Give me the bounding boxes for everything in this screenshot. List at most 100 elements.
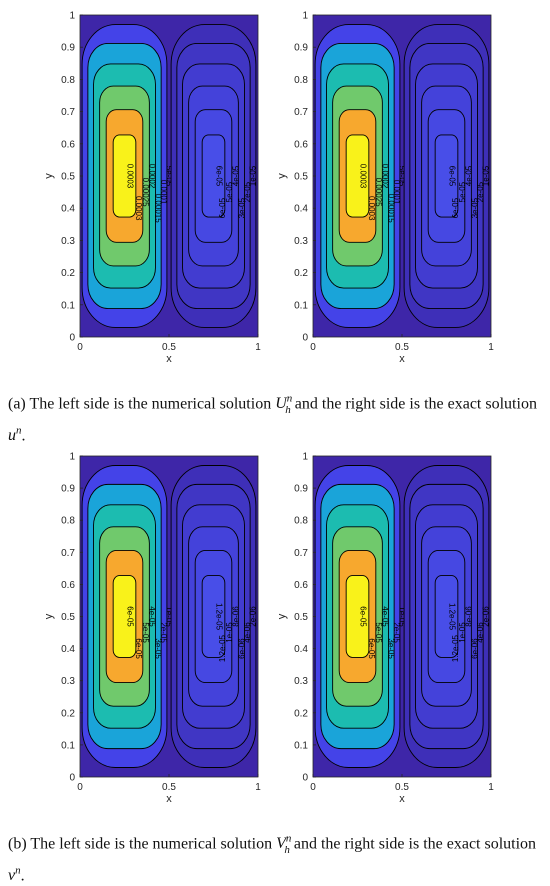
contour-label: 0.00015	[386, 194, 395, 223]
x-tick-label: 0.5	[162, 782, 176, 793]
y-axis-label: y	[43, 613, 55, 619]
contour-label: 0.0001	[159, 180, 168, 205]
y-tick-label: 0	[302, 773, 308, 784]
y-tick-label: 0.8	[61, 75, 75, 86]
y-tick-label: 0.7	[61, 548, 75, 559]
y-tick-label: 0.1	[61, 740, 75, 751]
caption-a-tag: (a)	[8, 395, 26, 413]
contour-label: 0.00015	[153, 194, 162, 223]
y-tick-label: 1	[69, 11, 75, 22]
contour-label: 2e-05	[243, 181, 252, 202]
y-tick-label: 0.6	[294, 580, 308, 591]
caption-b-symbol2: vn	[8, 864, 21, 884]
peak-label: 1.2e-05	[448, 603, 457, 631]
peak-label: 0.0003	[359, 164, 368, 189]
y-tick-label: 0.9	[61, 484, 75, 495]
contour-level-6e-5	[112, 575, 137, 658]
contour-label: 2e-05	[159, 622, 168, 643]
contour-label: 8e-06	[231, 606, 240, 627]
contour-label: 5e-05	[141, 622, 150, 643]
contour-label: 2e-05	[476, 181, 485, 202]
x-tick-label: 0	[310, 342, 316, 353]
contour-label: 3e-05	[470, 197, 479, 218]
y-tick-label: 0.7	[61, 107, 75, 118]
caption-b-tag: (b)	[8, 835, 27, 853]
contour-label: 6e-05	[218, 197, 227, 218]
y-tick-label: 0.6	[61, 139, 75, 150]
peak-label: 1.2e-05	[215, 603, 224, 631]
y-tick-label: 0.3	[294, 676, 308, 687]
left-cell-contours: 5e-050.00010.000150.00020.000250.00030.0…	[314, 24, 406, 328]
contour-label: 5e-05	[458, 181, 467, 202]
y-tick-label: 0.2	[294, 268, 308, 279]
contour-label: 0.00025	[374, 178, 383, 207]
peak-label: 6e-05	[126, 606, 135, 627]
y-tick-label: 0.8	[61, 516, 75, 527]
contour-level-1.2e-5	[434, 575, 459, 658]
x-axis-label: x	[166, 353, 172, 365]
contour-label: 6e-05	[451, 197, 460, 218]
y-tick-label: 0	[69, 333, 75, 344]
x-tick-label: 1	[488, 782, 494, 793]
y-tick-label: 0.5	[61, 172, 75, 183]
y-tick-label: 0.9	[294, 43, 308, 54]
contour-label: 3e-05	[237, 197, 246, 218]
y-tick-label: 0.2	[294, 708, 308, 719]
contour-label: 1e-05	[225, 622, 234, 643]
y-axis-label: y	[43, 173, 55, 179]
y-tick-label: 0.4	[61, 204, 75, 215]
contour-label: 2e-06	[248, 606, 257, 627]
x-axis-label: x	[166, 793, 172, 805]
contour-label: 0.0003	[367, 196, 376, 221]
caption-b-symbol: Vnh	[276, 833, 292, 856]
caption-a-symbol2: un	[8, 424, 22, 444]
contour-label: 2e-05	[392, 622, 401, 643]
contour-level-1.2e-5	[201, 575, 226, 658]
y-tick-label: 0.1	[294, 300, 308, 311]
contour-label: 4e-05	[231, 165, 240, 186]
contour-label: 6e-06	[470, 638, 479, 659]
contour-label: 6e-05	[367, 638, 376, 659]
contour-label: 3e-05	[386, 638, 395, 659]
contour-label: 8e-06	[464, 606, 473, 627]
peak-label: 6e-05	[359, 606, 368, 627]
y-tick-label: 1	[69, 452, 75, 463]
contour-panel-top-right: 5e-050.00010.000150.00020.000250.00030.0…	[276, 11, 494, 366]
y-tick-label: 1	[302, 452, 308, 463]
peak-label: 6e-05	[448, 166, 457, 187]
y-tick-label: 0.6	[294, 139, 308, 150]
y-tick-label: 0.5	[61, 612, 75, 623]
y-tick-label: 0.8	[294, 75, 308, 86]
y-tick-label: 0.4	[294, 644, 308, 655]
y-tick-label: 0.8	[294, 516, 308, 527]
x-tick-label: 0.5	[162, 342, 176, 353]
caption-b-text1: The left side is the numerical solution	[26, 835, 277, 853]
peak-label: 6e-05	[215, 166, 224, 187]
x-axis-label: x	[399, 353, 405, 365]
x-tick-label: 0	[310, 782, 316, 793]
y-tick-label: 0.3	[61, 676, 75, 687]
contour-label: 0.0002	[380, 164, 389, 189]
contour-label: 4e-05	[147, 606, 156, 627]
caption-a-text2: and the right side is the exact solution	[290, 395, 537, 413]
caption-a: (a) The left side is the numerical solut…	[8, 393, 537, 444]
contour-label: 1.2e-05	[218, 634, 227, 662]
contour-label: 1e-05	[458, 622, 467, 643]
y-tick-label: 0.4	[294, 204, 308, 215]
x-tick-label: 0	[77, 782, 83, 793]
y-tick-label: 0.1	[61, 300, 75, 311]
y-axis-label: y	[276, 173, 288, 179]
y-tick-label: 0.7	[294, 107, 308, 118]
caption-b: (b) The left side is the numerical solut…	[8, 833, 537, 884]
contour-label: 0.0002	[147, 164, 156, 189]
contour-label: 1.2e-05	[451, 634, 460, 662]
contour-label: 3e-05	[153, 638, 162, 659]
y-tick-label: 0.5	[294, 172, 308, 183]
contour-label: 6e-05	[134, 638, 143, 659]
x-tick-label: 0.5	[395, 342, 409, 353]
